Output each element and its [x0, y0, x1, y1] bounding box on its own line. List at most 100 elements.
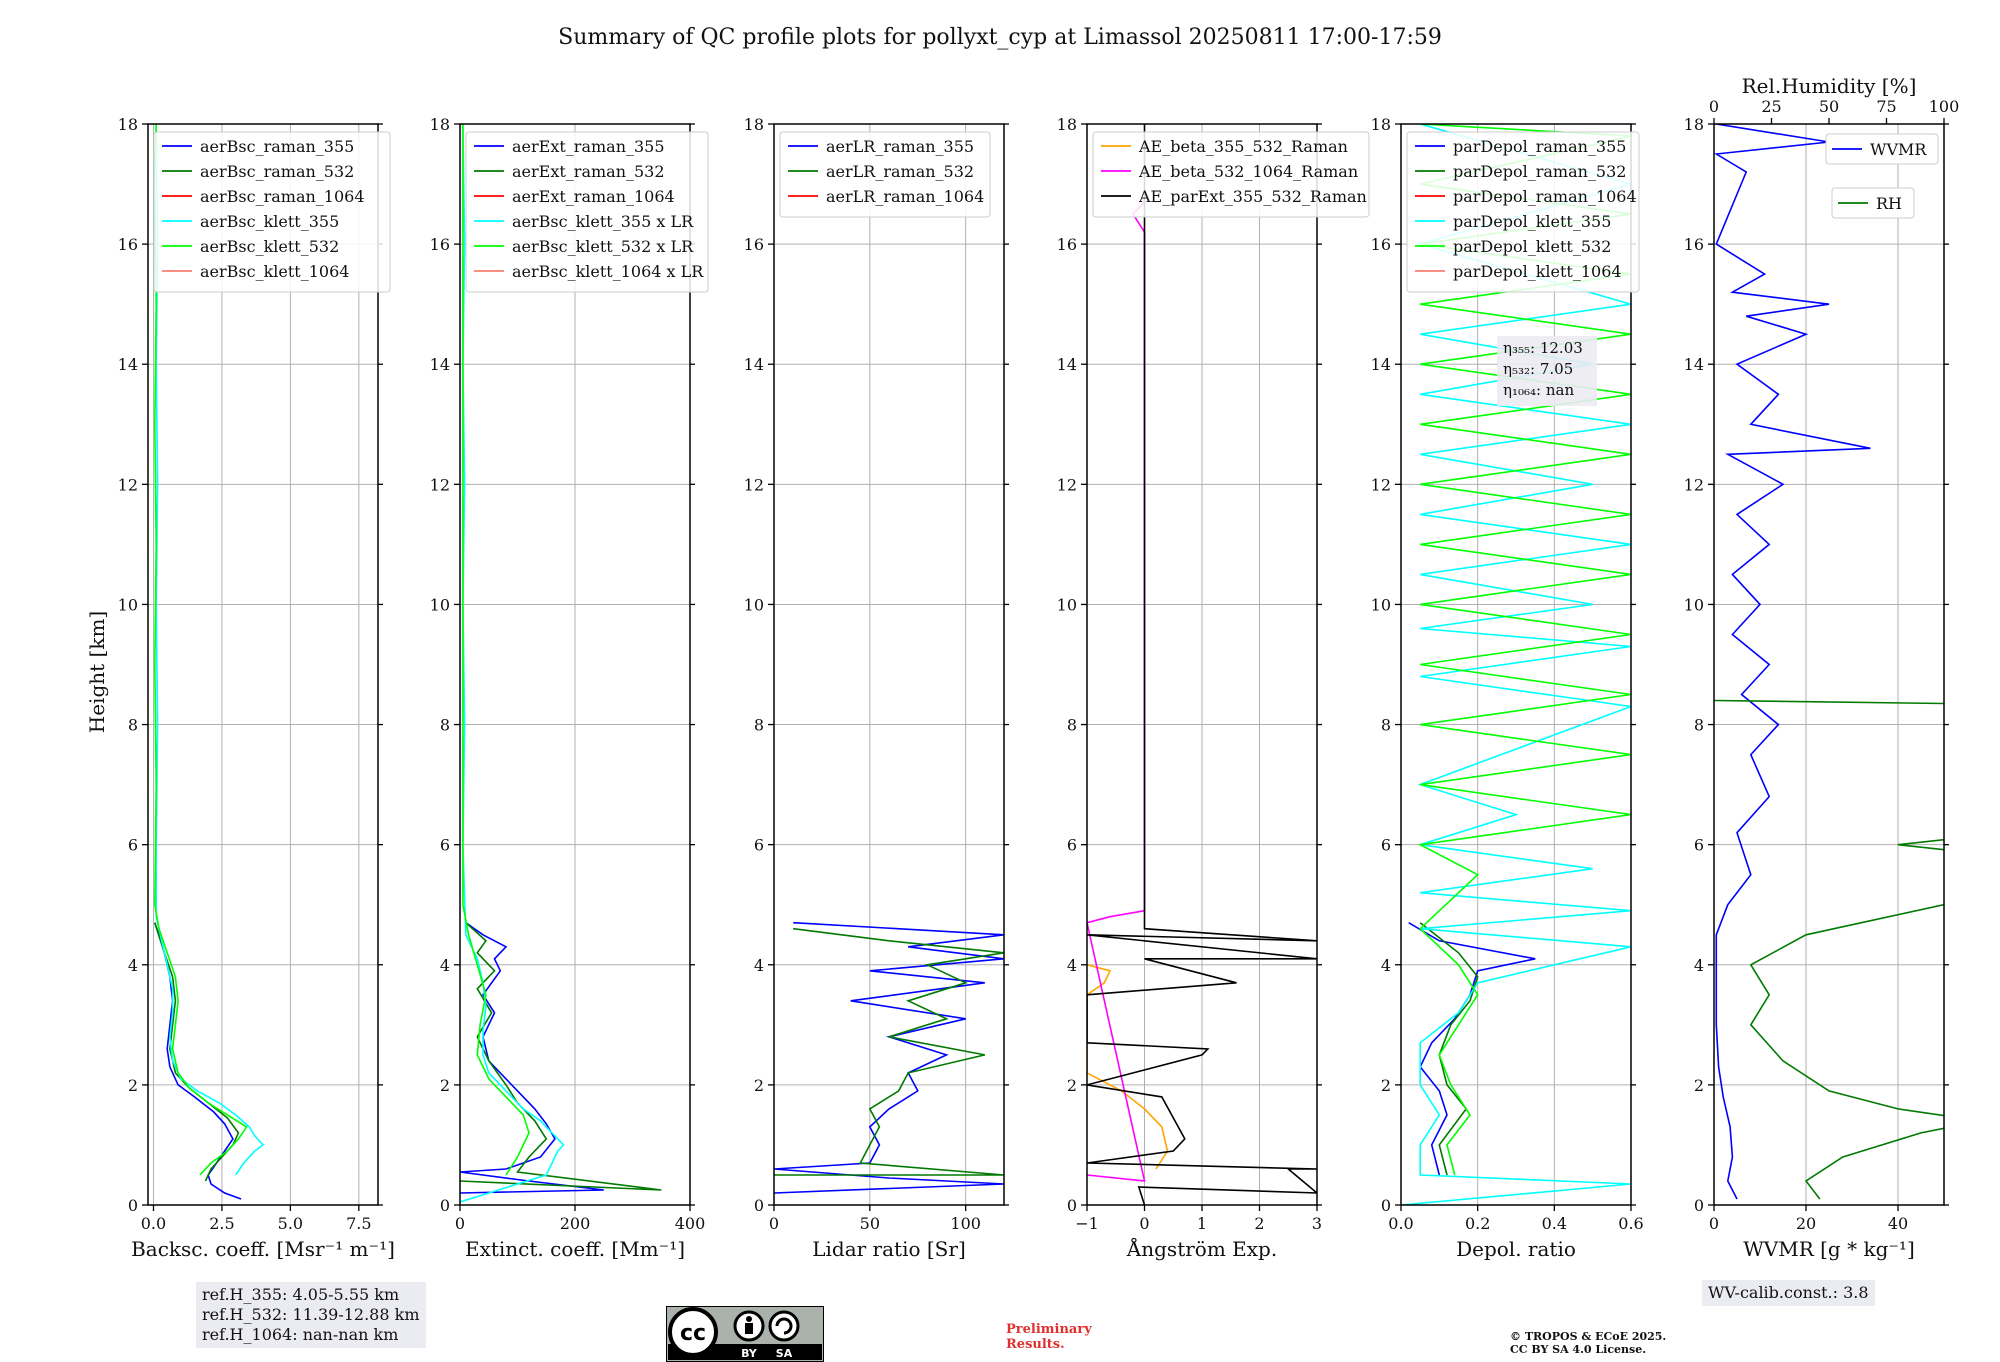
legend-label: aerLR_raman_1064: [826, 187, 984, 206]
y-tick-label: 18: [118, 115, 138, 134]
legend-label: aerBsc_klett_355 x LR: [512, 212, 694, 231]
legend-label: RH: [1876, 194, 1902, 213]
x-tick-label: 0.2: [1465, 1214, 1490, 1233]
y-tick-label: 8: [440, 716, 450, 735]
y-tick-label: 18: [1684, 115, 1704, 134]
y-tick-label: 4: [1381, 956, 1391, 975]
eta-box: [1497, 336, 1597, 406]
figure-title: Summary of QC profile plots for pollyxt_…: [558, 25, 1442, 50]
legend-label: parDepol_klett_532: [1453, 237, 1611, 256]
y-tick-label: 0: [128, 1196, 138, 1215]
y-tick-label: 6: [1694, 836, 1704, 855]
panel-6: 0 2 4 6 8 10 12 14 16 18 0 20 40 WVMR [g * kg⁻¹] 0 25 50…: [1684, 74, 1960, 1261]
preliminary-line-1: Preliminary: [1006, 1322, 1092, 1337]
cc-by-label: BY: [741, 1347, 758, 1360]
legend-label: parDepol_raman_532: [1453, 162, 1626, 181]
y-tick-label: 4: [754, 956, 764, 975]
grid: [1713, 123, 1944, 1206]
y-tick-label: 12: [744, 475, 764, 494]
y-tick-label: 8: [754, 716, 764, 735]
plot-frame: [773, 123, 1005, 1206]
legend-label: aerLR_raman_355: [826, 137, 974, 156]
x-tick-label: 2.5: [209, 1214, 234, 1233]
x-tick-label: 3: [1312, 1214, 1322, 1233]
x-tick-label: 0: [1709, 1214, 1719, 1233]
top-tick-label: 50: [1819, 97, 1839, 116]
plot-frame: [1400, 123, 1632, 1206]
x-axis-label: WVMR [g * kg⁻¹]: [1743, 1237, 1915, 1261]
y-tick-label: 2: [128, 1076, 138, 1095]
y-tick-label: 4: [440, 956, 450, 975]
eta-annotation: η₃₅₅: 12.03 η₅₃₂: 7.05 η₁₀₆₄: nan: [1497, 336, 1597, 406]
legend-label: aerBsc_klett_1064 x LR: [512, 262, 704, 281]
y-tick-label: 10: [1684, 595, 1704, 614]
legend: aerBsc_raman_355 aerBsc_raman_532 aerBsc_r…: [153, 131, 391, 293]
legend-label: parDepol_klett_1064: [1453, 262, 1622, 281]
y-tick-label: 10: [744, 595, 764, 614]
series-line-pardepol-klett-355: [1401, 124, 1631, 1205]
x-tick-label: 7.5: [346, 1214, 371, 1233]
panel-5: 0 2 4 6 8 10 12 14 16 18 0.0 0.2 0.4 0.6 Depol. ratio p…: [1371, 115, 1644, 1261]
y-tick-label: 8: [128, 716, 138, 735]
x-tick-label: 50: [860, 1214, 880, 1233]
series-line-aerlr-raman-532: [774, 927, 1004, 1176]
top-tick-label: 0: [1709, 97, 1719, 116]
legend-label: parDepol_raman_355: [1453, 137, 1626, 156]
y-tick-label: 14: [430, 355, 450, 374]
legend-box: [1825, 133, 1939, 165]
y-tick-label: 14: [1057, 355, 1077, 374]
y-tick-label: 6: [128, 836, 138, 855]
y-tick-label: 16: [1684, 235, 1704, 254]
y-tick-label: 6: [1067, 836, 1077, 855]
y-tick-label: 14: [744, 355, 764, 374]
cc-by-sa-logo: cc BY SA: [666, 1306, 824, 1362]
legend-label: WVMR: [1870, 140, 1927, 159]
y-tick-label: 0: [1694, 1196, 1704, 1215]
y-tick-label: 18: [1057, 115, 1077, 134]
y-tick-label: 6: [1381, 836, 1391, 855]
y-tick-label: 0: [1067, 1196, 1077, 1215]
series-line-pardepol-raman-532: [1419, 922, 1479, 1176]
x-axis-label: Lidar ratio [Sr]: [812, 1237, 966, 1261]
x-axis-label: Depol. ratio: [1456, 1237, 1576, 1261]
legend-label: aerBsc_raman_355: [200, 137, 354, 156]
x-tick-label: 0: [769, 1214, 779, 1233]
y-tick-label: 16: [1371, 235, 1391, 254]
legend-box: [1092, 131, 1370, 218]
svg-text:cc: cc: [680, 1321, 706, 1346]
grid: [1086, 123, 1318, 1206]
legend-label: aerBsc_raman_1064: [200, 187, 365, 206]
ref-height-532: ref.H_532: 11.39-12.88 km: [202, 1305, 420, 1324]
y-tick-label: 8: [1381, 716, 1391, 735]
y-tick-label: 12: [430, 475, 450, 494]
series-line-rh: [1714, 699, 1944, 1200]
x-tick-label: 0.0: [141, 1214, 166, 1233]
y-tick-label: 0: [754, 1196, 764, 1215]
y-tick-label: 14: [118, 355, 138, 374]
wv-calib-const: WV-calib.const.: 3.8: [1708, 1283, 1869, 1302]
eta-value: η₁₀₆₄: nan: [1503, 381, 1574, 399]
x-axis-label: Backsc. coeff. [Msr⁻¹ m⁻¹]: [131, 1237, 395, 1261]
series-line-aerbsc-klett-532-x-lr: [462, 124, 530, 1176]
legend-box: [1831, 187, 1915, 219]
y-tick-label: 10: [430, 595, 450, 614]
y-tick-label: 4: [1067, 956, 1077, 975]
legend-box: [153, 131, 391, 293]
series-line-aerlr-raman-355: [774, 921, 1004, 1194]
copyright-line-1: © TROPOS & ECoE 2025.: [1510, 1330, 1667, 1343]
series-line-ae-beta-532-1064-raman: [1087, 201, 1146, 1182]
series-line-wvmr: [1714, 124, 1871, 1200]
x-tick-label: 40: [1888, 1214, 1908, 1233]
panel-2: 0 2 4 6 8 10 12 14 16 18 0 200 400 Extinct. coeff. [M…: [430, 115, 709, 1261]
series-group: [460, 124, 662, 1203]
x-tick-label: 1: [1197, 1214, 1207, 1233]
legend-label: aerExt_raman_355: [512, 137, 665, 156]
x-tick-label: −1: [1075, 1214, 1099, 1233]
series-group: [774, 921, 1004, 1194]
y-tick-label: 10: [118, 595, 138, 614]
legend-label: aerLR_raman_532: [826, 162, 974, 181]
legend-label: AE_parExt_355_532_Raman: [1138, 187, 1367, 206]
y-tick-label: 12: [1057, 475, 1077, 494]
